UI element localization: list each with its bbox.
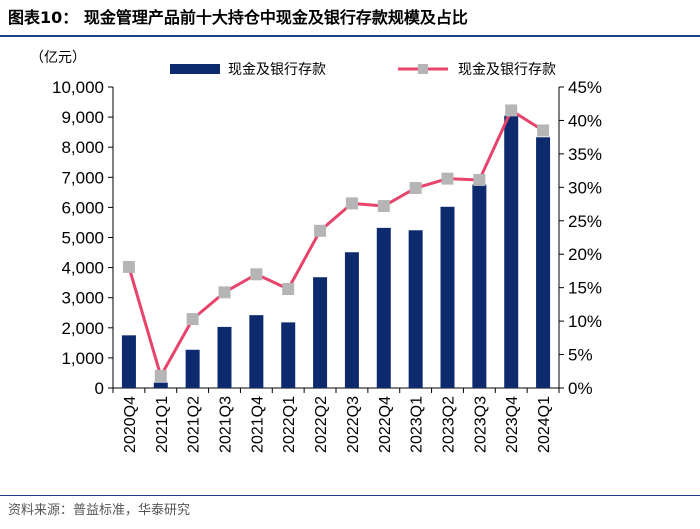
bar: [440, 206, 455, 388]
x-tick-label: 2023Q4: [504, 396, 521, 453]
legend-line-marker: [418, 64, 428, 74]
right-tick-label: 40%: [568, 111, 602, 130]
x-tick-label: 2024Q1: [536, 396, 553, 453]
bar: [344, 252, 359, 388]
left-tick-label: 4,000: [61, 259, 104, 278]
x-tick-label: 2022Q3: [345, 396, 362, 453]
line-point: [377, 200, 390, 213]
left-tick-label: 8,000: [61, 138, 104, 157]
line-series: [122, 104, 550, 382]
left-tick-label: 1,000: [61, 349, 104, 368]
left-tick-label: 9,000: [61, 108, 104, 127]
right-tick-label: 30%: [568, 178, 602, 197]
bar: [153, 382, 168, 388]
x-tick-label: 2021Q3: [218, 396, 235, 453]
right-tick-label: 5%: [568, 346, 593, 365]
right-tick-label: 10%: [568, 312, 602, 331]
x-tick-label: 2022Q1: [281, 396, 298, 453]
legend-bar-label: 现金及银行存款: [228, 61, 326, 77]
line-point: [122, 260, 135, 273]
left-axis-unit-label: （亿元）: [30, 49, 86, 65]
bar: [504, 115, 519, 388]
line-point: [409, 182, 422, 195]
legend: 现金及银行存款 现金及银行存款: [170, 61, 556, 77]
source-note: 资料来源：普益标准，华泰研究: [8, 503, 191, 518]
line-point: [154, 369, 167, 382]
line-point: [218, 286, 231, 299]
line-point: [537, 124, 550, 137]
bar: [217, 326, 232, 388]
legend-bar-swatch: [170, 64, 220, 74]
line-point: [345, 197, 358, 210]
title-divider: [0, 35, 700, 37]
right-tick-label: 0%: [568, 379, 593, 398]
tick-labels: 0 1,000 2,000 3,000 4,000 5,000 6,000 7,000 8,00…: [52, 78, 602, 453]
bar: [313, 277, 328, 388]
right-tick-label: 20%: [568, 245, 602, 264]
bar: [536, 137, 551, 388]
line-point: [441, 172, 454, 185]
left-tick-label: 0: [95, 379, 104, 398]
right-tick-label: 35%: [568, 145, 602, 164]
line-point: [505, 104, 518, 117]
x-tick-label: 2020Q4: [122, 396, 139, 453]
x-tick-label: 2021Q4: [249, 396, 266, 453]
right-tick-label: 15%: [568, 279, 602, 298]
left-tick-label: 10,000: [52, 78, 104, 97]
bar: [376, 227, 391, 388]
line-point: [473, 173, 486, 186]
x-tick-label: 2021Q1: [154, 396, 171, 453]
left-tick-label: 7,000: [61, 168, 104, 187]
x-tick-label: 2022Q4: [377, 396, 394, 453]
bar: [408, 230, 423, 388]
bar: [121, 335, 136, 388]
bar-series: [121, 115, 551, 388]
legend-line-label: 现金及银行存款: [458, 61, 556, 77]
x-tick-label: 2021Q2: [186, 396, 203, 453]
line-point: [250, 268, 263, 281]
line-point: [186, 313, 199, 326]
left-tick-label: 3,000: [61, 289, 104, 308]
bar: [249, 315, 264, 388]
x-tick-label: 2022Q2: [313, 396, 330, 453]
left-tick-label: 5,000: [61, 229, 104, 248]
line-point: [282, 283, 295, 296]
combo-chart: （亿元） 现金及银行存款 现金及银行存款 0 1,000 2,000 3,000 4,0…: [30, 49, 602, 453]
bar: [185, 349, 200, 388]
chart-title: 图表10： 现金管理产品前十大持仓中现金及银行存款规模及占比: [8, 8, 468, 27]
left-tick-label: 2,000: [61, 319, 104, 338]
right-tick-label: 25%: [568, 212, 602, 231]
bar: [281, 322, 296, 388]
x-tick-label: 2023Q2: [441, 396, 458, 453]
x-tick-label: 2023Q1: [409, 396, 426, 453]
left-tick-label: 6,000: [61, 198, 104, 217]
source-divider: [0, 495, 700, 496]
line-point: [314, 224, 327, 237]
right-tick-label: 45%: [568, 78, 602, 97]
bar: [472, 184, 487, 388]
x-tick-label: 2023Q3: [472, 396, 489, 453]
